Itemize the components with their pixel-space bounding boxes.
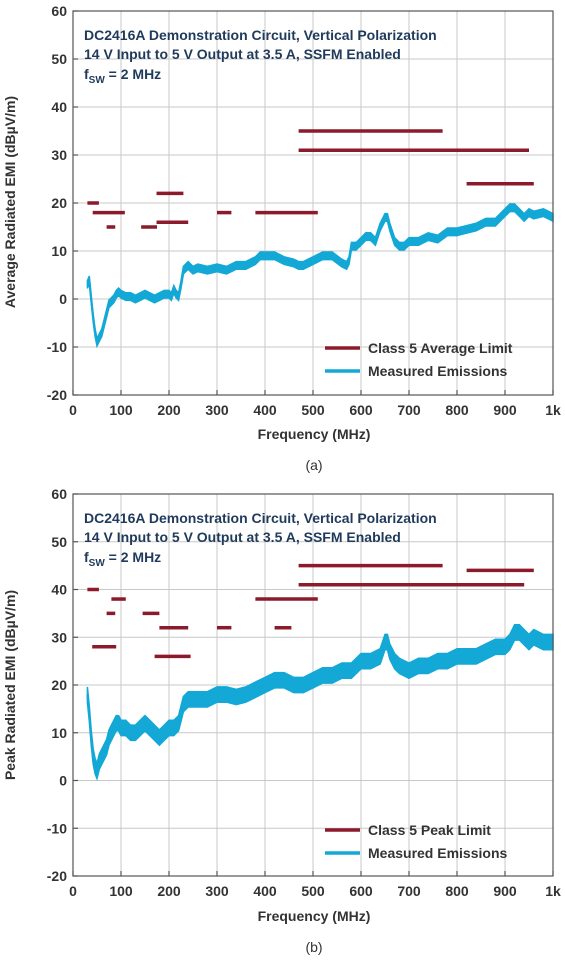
x-tick-label-2: 200 [157, 402, 181, 418]
x-tick-label-10: 1k [545, 883, 561, 899]
x-tick-label-2: 200 [157, 883, 181, 899]
y-tick-label-6: 40 [51, 582, 67, 598]
x-tick-label-8: 800 [445, 402, 469, 418]
x-axis-label: Frequency (MHz) [258, 908, 371, 924]
caption-a: (a) [305, 457, 322, 473]
chart-peak-emi: 0 100 200 300 400 500 600 700 800 900 1k -20 -10 0 10 2… [2, 486, 561, 955]
limit-segments [87, 563, 534, 659]
tick-labels: 0 100 200 300 400 500 600 700 800 900 1k -20 -10 0 10 2… [47, 486, 561, 899]
annotation-line-2: 14 V Input to 5 V Output at 3.5 A, SSFM … [84, 529, 401, 545]
y-tick-label-7: 50 [51, 534, 67, 550]
legend-label-limit: Class 5 Peak Limit [368, 822, 491, 838]
y-tick-label-0: -20 [47, 387, 67, 403]
x-tick-label-5: 500 [301, 883, 325, 899]
measured-band [86, 203, 554, 349]
chart-average-emi: 0 100 200 300 400 500 600 700 800 900 1k -20 -10 0 10 2… [2, 3, 561, 473]
x-tick-label-3: 300 [205, 883, 229, 899]
tick-labels: 0 100 200 300 400 500 600 700 800 900 1k -20 -10 0 10 2… [47, 3, 561, 418]
annotation-line-1: DC2416A Demonstration Circuit, Vertical … [84, 27, 437, 43]
y-tick-label-2: 0 [59, 773, 67, 789]
y-tick-label-1: -10 [47, 339, 67, 355]
y-tick-label-1: -10 [47, 820, 67, 836]
x-tick-label-9: 900 [493, 883, 517, 899]
legend-label-measured: Measured Emissions [368, 845, 507, 861]
y-tick-label-4: 20 [51, 195, 67, 211]
y-tick-label-6: 40 [51, 99, 67, 115]
x-tick-label-5: 500 [301, 402, 325, 418]
x-tick-label-4: 400 [253, 402, 277, 418]
measured-line [86, 206, 554, 346]
x-tick-label-1: 100 [109, 883, 133, 899]
annotation-line-3: fSW = 2 MHz [84, 66, 161, 86]
x-tick-label-0: 0 [69, 883, 77, 899]
legend: Class 5 Peak Limit Measured Emissions [325, 822, 507, 861]
annotation-value: = 2 MHz [105, 549, 161, 565]
limit-segments [87, 129, 534, 229]
x-tick-label-4: 400 [253, 883, 277, 899]
x-tick-label-1: 100 [109, 402, 133, 418]
x-axis-label: Frequency (MHz) [258, 426, 371, 442]
annotation-line-1: DC2416A Demonstration Circuit, Vertical … [84, 510, 437, 526]
caption-b: (b) [305, 939, 322, 955]
legend: Class 5 Average Limit Measured Emissions [325, 340, 513, 379]
x-tick-label-7: 700 [397, 402, 421, 418]
y-axis-label: Average Radiated EMI (dBµV/m) [2, 96, 18, 308]
y-tick-label-8: 60 [51, 486, 67, 502]
x-tick-label-10: 1k [545, 402, 561, 418]
x-tick-label-6: 600 [349, 883, 373, 899]
x-tick-label-6: 600 [349, 402, 373, 418]
axes [72, 10, 554, 396]
annotation-subscript: SW [89, 558, 106, 569]
y-tick-label-5: 30 [51, 147, 67, 163]
y-axis-label: Peak Radiated EMI (dBµV/m) [2, 590, 18, 780]
x-tick-label-7: 700 [397, 883, 421, 899]
annotation-f: f [84, 549, 89, 565]
annotation-f: f [84, 66, 89, 82]
y-tick-label-0: -20 [47, 868, 67, 884]
axes [72, 493, 554, 877]
x-tick-label-9: 900 [493, 402, 517, 418]
annotation-subscript: SW [89, 75, 106, 86]
y-tick-label-4: 20 [51, 677, 67, 693]
y-tick-label-5: 30 [51, 629, 67, 645]
y-tick-label-7: 50 [51, 51, 67, 67]
measured-emissions-series [86, 203, 554, 349]
legend-label-measured: Measured Emissions [368, 363, 507, 379]
annotation-value: = 2 MHz [105, 66, 161, 82]
y-tick-label-3: 10 [51, 725, 67, 741]
y-tick-label-8: 60 [51, 3, 67, 19]
x-tick-label-8: 800 [445, 883, 469, 899]
measured-line [86, 631, 553, 775]
y-tick-label-3: 10 [51, 243, 67, 259]
measured-emissions-series [86, 624, 554, 782]
x-tick-label-3: 300 [205, 402, 229, 418]
legend-label-limit: Class 5 Average Limit [368, 340, 513, 356]
measured-band [86, 624, 554, 782]
annotation-line-2: 14 V Input to 5 V Output at 3.5 A, SSFM … [84, 46, 401, 62]
y-tick-label-2: 0 [59, 291, 67, 307]
annotation-line-3: fSW = 2 MHz [84, 549, 161, 569]
x-tick-label-0: 0 [69, 402, 77, 418]
